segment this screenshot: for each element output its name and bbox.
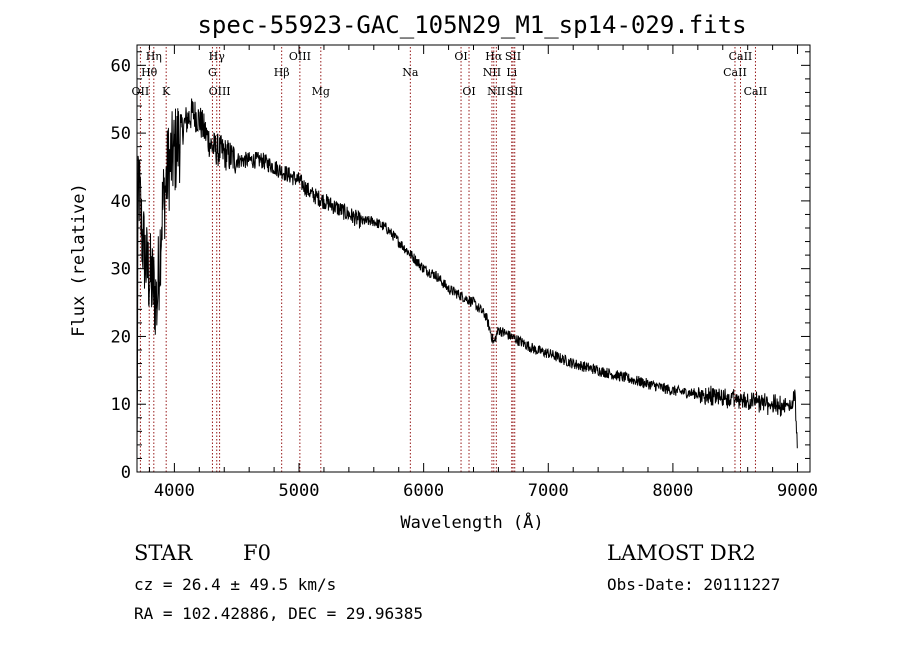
line-marker-label: CaII xyxy=(729,50,753,63)
line-marker-label: Hα xyxy=(485,50,503,63)
line-marker-label: Hθ xyxy=(141,66,158,79)
line-marker-label: G xyxy=(208,66,217,79)
y-tick-label: 0 xyxy=(121,463,131,483)
x-tick-label: 4000 xyxy=(154,481,195,501)
line-marker-label: SII xyxy=(507,85,523,98)
y-tick-label: 40 xyxy=(111,192,131,212)
y-axis-label: Flux (relative) xyxy=(69,183,89,337)
spectrum-line xyxy=(136,98,798,451)
y-tick-label: 20 xyxy=(111,327,131,347)
line-marker-label: Mg xyxy=(312,85,330,98)
x-tick-label: 8000 xyxy=(652,481,693,501)
x-axis-label: Wavelength (Å) xyxy=(400,511,543,533)
y-tick-label: 30 xyxy=(111,260,131,280)
line-marker-label: Hη xyxy=(146,50,162,63)
line-marker-label: K xyxy=(162,85,171,98)
survey-name: LAMOST DR2 xyxy=(607,541,756,565)
chart-title: spec-55923-GAC_105N29_M1_sp14-029.fits xyxy=(197,11,746,39)
line-marker-label: CaII xyxy=(744,85,768,98)
line-marker-label: SII xyxy=(505,50,521,63)
redshift-velocity: cz = 26.4 ± 49.5 km/s xyxy=(134,575,336,594)
ra-dec-coordinates: RA = 102.42886, DEC = 29.96385 xyxy=(134,604,423,623)
x-tick-label: 6000 xyxy=(403,481,444,501)
line-marker-label: OIII xyxy=(209,85,231,98)
line-marker-label: NII xyxy=(487,85,505,98)
object-subclass: F0 xyxy=(243,541,271,565)
y-tick-label: 50 xyxy=(111,124,131,144)
line-marker-label: Li xyxy=(506,66,517,79)
plot-frame xyxy=(136,44,811,473)
axis-ticks: 4000 5000 6000 7000 8000 9000 0 10 20 30 40 50 60 xyxy=(111,45,818,501)
y-tick-label: 60 xyxy=(111,56,131,76)
line-marker-label: OI xyxy=(454,50,467,63)
line-marker-label: Na xyxy=(402,66,419,79)
x-tick-label: 5000 xyxy=(279,481,320,501)
x-tick-label: 7000 xyxy=(528,481,569,501)
line-marker-label: OII xyxy=(132,85,150,98)
observation-date: Obs-Date: 20111227 xyxy=(607,575,780,594)
line-marker-label: Hγ xyxy=(209,50,226,63)
line-marker-label: Hβ xyxy=(274,66,290,79)
spectrum-trace xyxy=(136,98,798,451)
line-marker-label: NII xyxy=(483,66,501,79)
line-marker-label: OIII xyxy=(289,50,311,63)
x-tick-label: 9000 xyxy=(777,481,818,501)
y-tick-label: 10 xyxy=(111,395,131,415)
line-marker-label: OI xyxy=(462,85,475,98)
object-class: STAR xyxy=(134,541,193,565)
line-marker-label: CaII xyxy=(723,66,747,79)
